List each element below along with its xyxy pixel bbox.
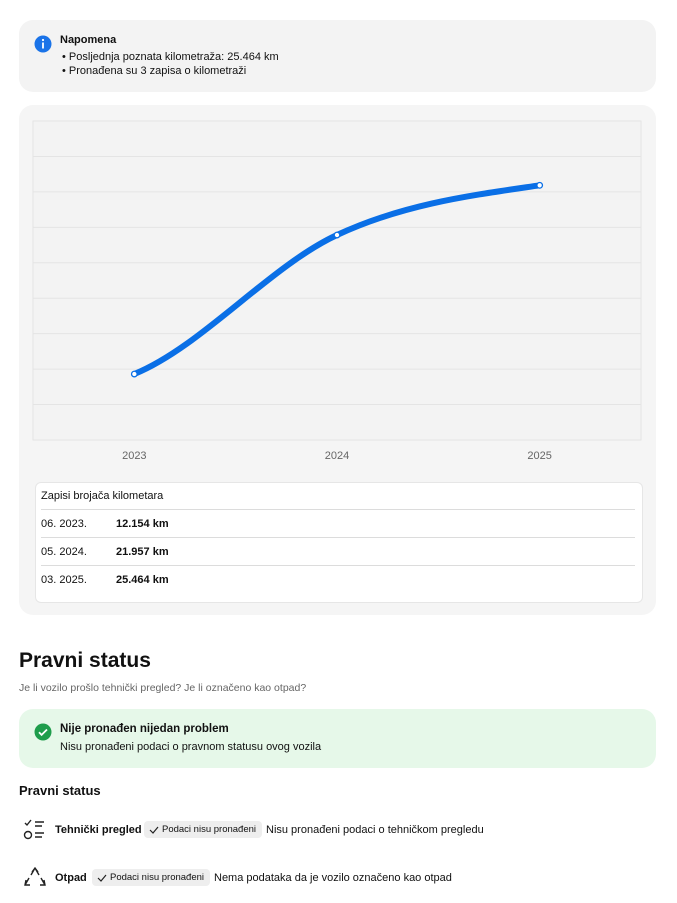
note-text: Pronađena su 3 zapisa o kilometraži xyxy=(68,65,247,77)
divider xyxy=(41,537,635,538)
record-km: 21.957 km xyxy=(116,546,169,558)
alert-box xyxy=(19,709,656,768)
alert-title: Nije pronađen nijedan problem xyxy=(60,723,229,735)
section-heading: Pravni status xyxy=(19,649,151,672)
subsection-title: Pravni status xyxy=(19,783,101,798)
check-icon xyxy=(34,723,52,741)
note-box xyxy=(19,20,656,92)
note-title: Napomena xyxy=(60,34,117,46)
badge-check xyxy=(149,826,159,834)
record-km: 12.154 km xyxy=(116,518,169,530)
record-date: 03. 2025. xyxy=(41,574,87,586)
divider xyxy=(41,509,635,510)
record-date: 05. 2024. xyxy=(41,546,87,558)
point xyxy=(333,231,341,239)
status-label: Tehnički pregled xyxy=(55,824,142,836)
alert-text: Nisu pronađeni podaci o pravnom statusu … xyxy=(60,741,322,753)
chart: 2023 2024 2025 xyxy=(32,120,642,462)
status-badge: Podaci nisu pronađeni xyxy=(144,821,263,838)
record-date: 06. 2023. xyxy=(41,518,87,530)
status-text: Nisu pronađeni podaci o tehničkom pregle… xyxy=(266,824,484,836)
point xyxy=(130,370,138,378)
section-subtitle: Je li vozilo prošlo tehnički pregled? Je… xyxy=(19,682,307,694)
divider xyxy=(41,565,635,566)
status-label: Otpad xyxy=(55,872,87,884)
records-title: Zapisi brojača kilometara xyxy=(41,490,164,502)
x-tick-label: 2023 xyxy=(122,450,146,462)
inspection-icon xyxy=(23,819,44,840)
records-card xyxy=(35,482,643,603)
plot-area xyxy=(32,120,642,441)
scrap-icon xyxy=(24,866,46,886)
status-badge: Podaci nisu pronađeni xyxy=(92,869,211,886)
point xyxy=(536,181,544,189)
note-text: Posljednja poznata kilometraža: 25.464 k… xyxy=(68,51,279,63)
x-tick-label: 2025 xyxy=(527,450,551,462)
x-tick-label: 2024 xyxy=(325,450,349,462)
badge-text: Podaci nisu pronađeni xyxy=(110,872,205,883)
record-km: 25.464 km xyxy=(116,574,169,586)
info-icon xyxy=(34,35,52,53)
note-item: • Pronađena su 3 zapisa o kilometraži xyxy=(62,65,247,77)
badge-text: Podaci nisu pronađeni xyxy=(162,824,257,835)
status-text: Nema podataka da je vozilo označeno kao … xyxy=(214,872,452,884)
note-item: • Posljednja poznata kilometraža: 25.464… xyxy=(62,51,279,63)
badge-check xyxy=(97,874,107,882)
